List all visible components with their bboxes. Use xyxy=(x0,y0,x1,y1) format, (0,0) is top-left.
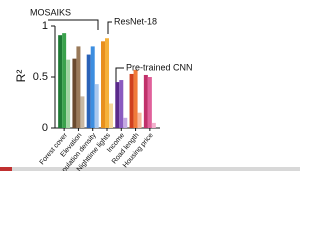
bar xyxy=(66,59,71,128)
bar xyxy=(119,80,124,128)
bar xyxy=(105,38,109,128)
y-tick-label: 0.5 xyxy=(33,71,48,83)
bar xyxy=(76,46,81,128)
y-axis-label: R² xyxy=(14,70,28,83)
bar xyxy=(143,74,148,128)
bar xyxy=(123,117,128,128)
bar xyxy=(101,41,105,128)
y-tick-label: 0 xyxy=(42,122,48,134)
leader xyxy=(48,19,99,30)
legend-label: MOSAIKS xyxy=(30,7,71,17)
video-bar xyxy=(0,167,300,171)
bar xyxy=(137,112,142,128)
bar xyxy=(80,96,85,128)
y-tick-label: 1 xyxy=(42,20,48,32)
bar xyxy=(90,46,95,128)
bar xyxy=(94,84,99,128)
legend-label: Pre-trained CNN xyxy=(126,62,193,72)
bar xyxy=(129,73,134,128)
bar xyxy=(133,69,138,128)
bar xyxy=(147,77,152,128)
video-progress xyxy=(0,167,12,171)
bar xyxy=(72,58,77,128)
bar xyxy=(86,54,91,129)
bar xyxy=(109,103,113,128)
bar xyxy=(58,35,63,128)
bar xyxy=(115,82,120,128)
legend-label: ResNet-18 xyxy=(114,16,157,26)
bar xyxy=(151,122,156,128)
leader xyxy=(107,21,112,34)
bar xyxy=(62,33,67,128)
